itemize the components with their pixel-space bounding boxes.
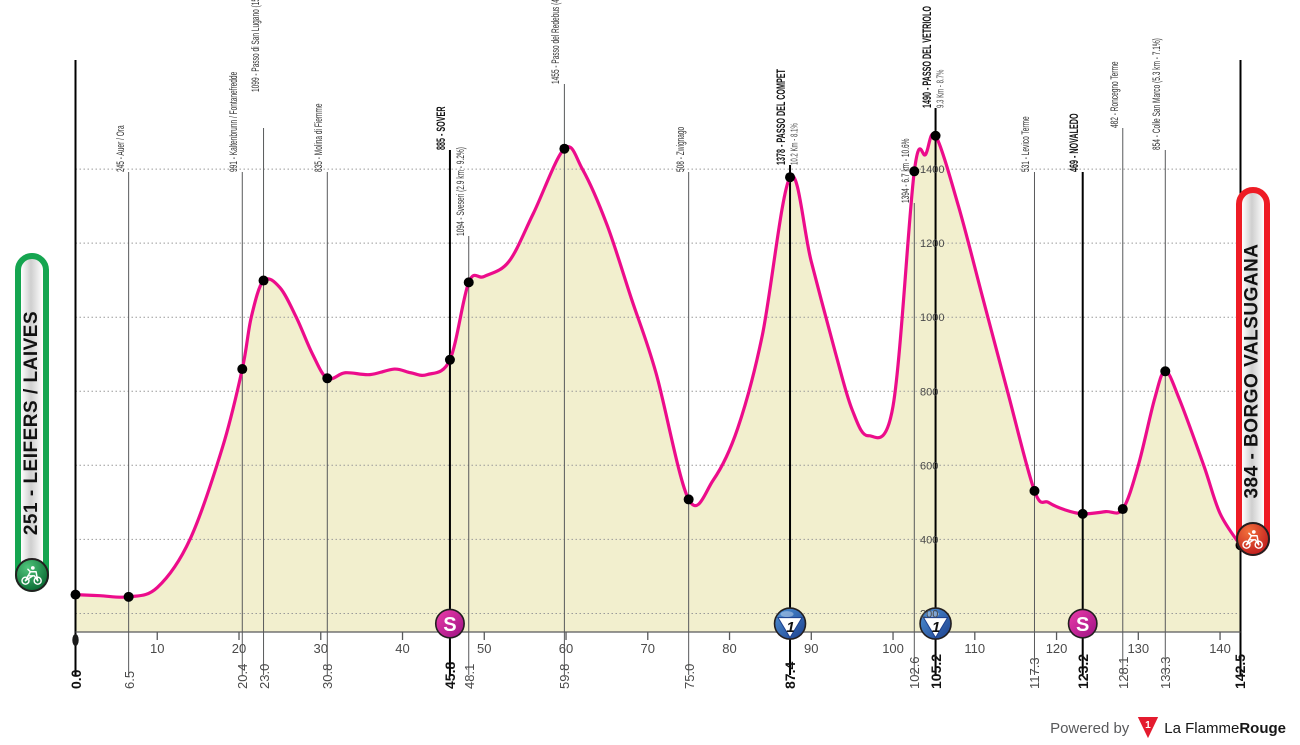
svg-text:835 - Molina di Fiemme: 835 - Molina di Fiemme: [312, 103, 324, 172]
svg-text:1455 - Passo del Redebus (4.5: 1455 - Passo del Redebus (4.5 km - 8.9%): [549, 0, 561, 84]
svg-text:133.3: 133.3: [1158, 656, 1173, 689]
svg-text:508 - Zwignago: 508 - Zwignago: [674, 127, 686, 172]
svg-text:1: 1: [932, 619, 940, 636]
svg-text:854 - Colle San Marco (5.3 km: 854 - Colle San Marco (5.3 km - 7.1%): [1150, 38, 1162, 150]
svg-text:1394 - 6.7 km - 10.6%: 1394 - 6.7 km - 10.6%: [899, 138, 911, 203]
svg-text:1: 1: [1145, 720, 1151, 731]
svg-text:482 - Roncegno Terme: 482 - Roncegno Terme: [1108, 61, 1120, 128]
svg-text:469 - NOVALEDO: 469 - NOVALEDO: [1068, 113, 1081, 172]
svg-text:400: 400: [920, 534, 938, 546]
svg-text:991 - Kaltenbrunn / Fontanefre: 991 - Kaltenbrunn / Fontanefredde: [227, 72, 239, 172]
svg-text:130: 130: [1127, 641, 1149, 656]
svg-text:600: 600: [920, 460, 938, 472]
svg-text:60: 60: [559, 641, 573, 656]
svg-text:9.3 Km - 8.7%: 9.3 Km - 8.7%: [935, 70, 946, 108]
svg-text:20: 20: [232, 641, 246, 656]
svg-text:117.3: 117.3: [1027, 657, 1042, 689]
svg-text:30: 30: [314, 641, 328, 656]
svg-text:90: 90: [804, 641, 818, 656]
svg-text:105.2: 105.2: [928, 654, 944, 689]
svg-text:128.1: 128.1: [1116, 656, 1131, 689]
svg-text:123.2: 123.2: [1075, 654, 1091, 689]
svg-text:102.6: 102.6: [907, 656, 922, 689]
svg-text:20.4: 20.4: [235, 664, 250, 689]
svg-text:59.8: 59.8: [557, 664, 572, 689]
svg-text:1094 - Sveseri (2.9 km - 9.2%): 1094 - Sveseri (2.9 km - 9.2%): [454, 147, 466, 236]
svg-text:245 - Auer / Ora: 245 - Auer / Ora: [114, 125, 126, 172]
svg-text:10: 10: [150, 641, 164, 656]
svg-text:200: 200: [920, 609, 938, 621]
svg-text:1378 - PASSO DEL COMPET: 1378 - PASSO DEL COMPET: [775, 69, 788, 165]
svg-text:110: 110: [964, 641, 985, 656]
svg-text:10.2 Km - 8.1%: 10.2 Km - 8.1%: [789, 123, 800, 165]
svg-text:885 - SOVER: 885 - SOVER: [435, 106, 448, 150]
svg-text:1099 - Passo di San Lugano (15: 1099 - Passo di San Lugano (15.2 km - 5.…: [249, 0, 261, 92]
svg-text:800: 800: [920, 386, 938, 398]
svg-text:S: S: [1076, 614, 1089, 636]
svg-text:75.0: 75.0: [682, 664, 697, 689]
svg-text:87.4: 87.4: [782, 662, 798, 689]
svg-text:1: 1: [786, 619, 794, 636]
svg-text:120: 120: [1046, 641, 1068, 656]
svg-text:142.5: 142.5: [1232, 654, 1248, 689]
svg-text:50: 50: [477, 641, 491, 656]
svg-text:40: 40: [395, 641, 409, 656]
svg-text:100: 100: [882, 641, 904, 656]
svg-text:23.0: 23.0: [257, 664, 272, 689]
svg-text:80: 80: [722, 641, 736, 656]
svg-text:48.1: 48.1: [462, 664, 477, 689]
svg-text:140: 140: [1209, 641, 1231, 656]
svg-text:30.8: 30.8: [320, 664, 335, 689]
svg-text:1400: 1400: [920, 164, 944, 176]
svg-text:0.0: 0.0: [68, 669, 84, 689]
svg-text:S: S: [443, 614, 456, 636]
svg-text:1490 - PASSO DEL VETRIOLO: 1490 - PASSO DEL VETRIOLO: [921, 6, 934, 108]
svg-text:45.8: 45.8: [442, 662, 458, 689]
svg-text:1000: 1000: [920, 312, 944, 324]
svg-text:6.5: 6.5: [122, 671, 137, 689]
svg-text:70: 70: [641, 641, 655, 656]
svg-text:531 - Levico Terme: 531 - Levico Terme: [1019, 116, 1031, 172]
svg-text:1200: 1200: [920, 238, 944, 250]
